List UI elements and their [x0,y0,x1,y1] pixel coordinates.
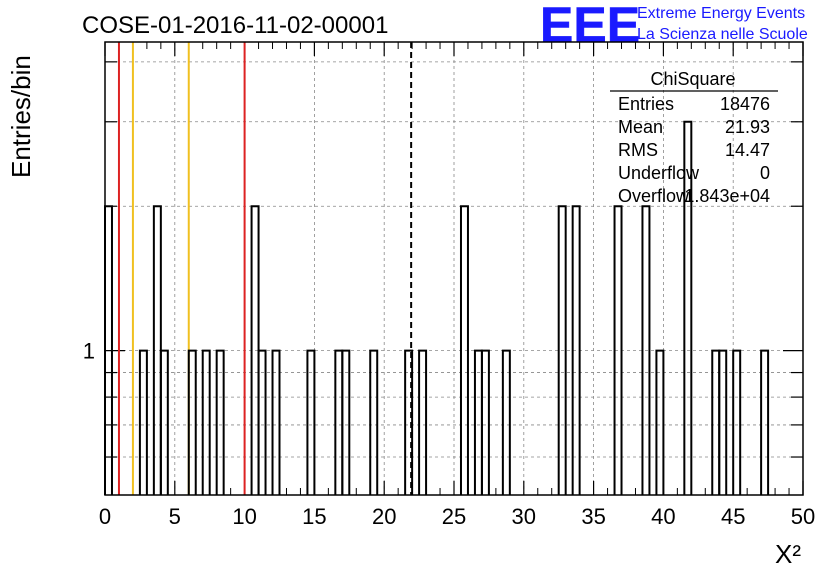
histogram-bin [459,205,469,495]
histogram-bin [613,205,623,495]
stats-value: 21.93 [725,117,770,137]
histogram-bin [571,205,581,495]
stats-label: Overflow [618,186,690,206]
histogram-bin [306,349,316,495]
histogram-bin [718,349,728,495]
run-title: COSE-01-2016-11-02-00001 [82,12,388,39]
stats-value: 14.47 [725,140,770,160]
histogram-bin [480,349,490,495]
histogram-bin [418,349,428,495]
stats-value: 1.843e+04 [684,186,770,206]
logo-line-1: Extreme Energy Events [637,5,805,22]
x-tick-label: 10 [232,504,256,529]
x-tick-label: 40 [651,504,675,529]
stats-rows: Entries 18476 Mean 21.93 RMS 14.47 Underflow 0 O… [618,94,770,206]
histogram-bin [341,349,351,495]
x-tick-label: 0 [99,504,111,529]
histogram-bin [732,349,742,495]
histogram-bin [655,349,665,495]
histogram-bin [257,349,267,495]
tick-labels: 0 5 10 15 20 25 30 35 40 45 50 1 [83,339,815,529]
y-tick-label: 1 [83,339,95,364]
histogram-bin [760,349,770,495]
stats-label: RMS [618,140,658,160]
histogram-bins [104,120,770,495]
histogram-bin [557,205,567,495]
x-tick-label: 35 [581,504,605,529]
plot-frame [104,41,804,496]
x-tick-label: 15 [302,504,326,529]
stats-title: ChiSquare [650,69,735,89]
x-axis-label: X² [775,539,801,569]
stats-box: ChiSquare Entries 18476 Mean 21.93 RMS 14.47 U… [610,69,778,206]
histogram-bin [271,349,281,495]
reference-lines [117,42,413,495]
logo-line-2: La Scienza nelle Scuole [637,26,808,43]
histogram-bin [369,349,379,495]
histogram-bin [201,349,211,495]
stats-label: Mean [618,117,663,137]
eee-logo: EEE [540,0,640,53]
x-tick-label: 20 [372,504,396,529]
stats-value: 0 [760,163,770,183]
x-tick-label: 50 [791,504,815,529]
stats-value: 18476 [720,94,770,114]
x-tick-label: 5 [169,504,181,529]
histogram-bin [187,349,197,495]
histogram-bin [138,349,148,495]
grid [105,42,803,495]
histogram-bin [683,120,693,495]
x-tick-label: 30 [512,504,536,529]
histogram-bin [641,205,651,495]
histogram-bin [404,349,414,495]
histogram-bin [159,349,169,495]
histogram-bin [215,349,225,495]
y-axis-label: Entries/bin [6,55,36,178]
stats-label: Entries [618,94,674,114]
histogram-bin [501,349,511,495]
x-tick-label: 25 [442,504,466,529]
x-tick-label: 45 [721,504,745,529]
stats-label: Underflow [618,163,700,183]
